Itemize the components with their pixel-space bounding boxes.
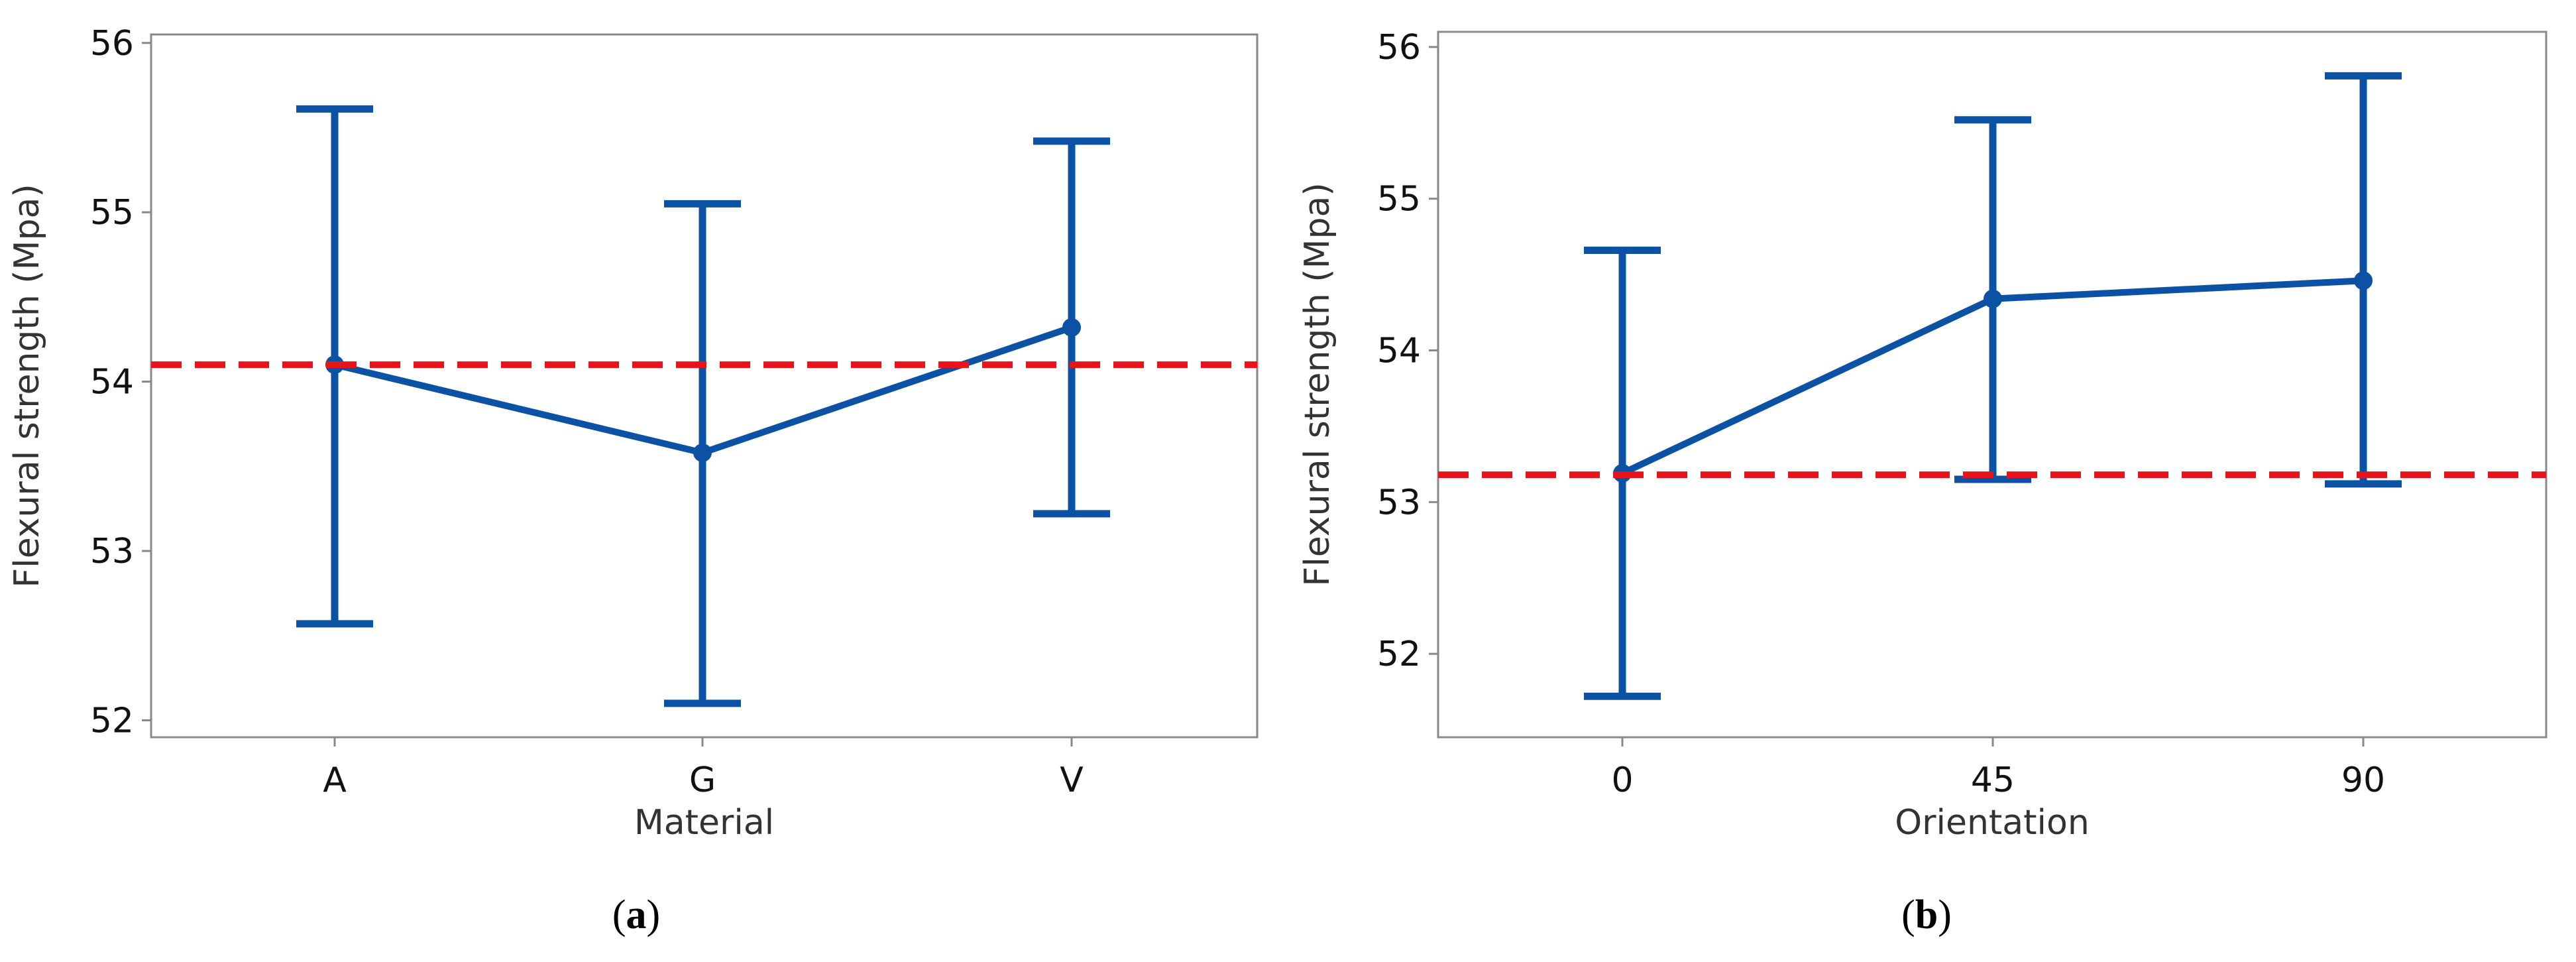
mean-point xyxy=(1062,318,1081,337)
y-tick-label: 52 xyxy=(1377,634,1421,674)
x-tick-label: G xyxy=(689,760,716,800)
y-tick-label: 56 xyxy=(90,24,134,64)
x-tick-label: A xyxy=(323,760,347,800)
x-tick-label: 90 xyxy=(2341,760,2385,800)
x-axis-title: Material xyxy=(634,803,774,843)
panel-label: (a) xyxy=(612,892,660,937)
panel-a: 52 53 54 55 56 A G V Material Flexural strength (… xyxy=(7,24,1259,937)
x-tick-label: 45 xyxy=(1971,760,2015,800)
y-tick-label: 56 xyxy=(1377,28,1421,68)
plot-frame xyxy=(150,33,1259,739)
x-tick-label: V xyxy=(1060,760,1084,800)
y-axis-title: Flexural strength (Mpa) xyxy=(1298,182,1337,586)
x-axis-title: Orientation xyxy=(1895,803,2090,843)
y-tick-label: 54 xyxy=(90,363,134,402)
y-tick-label: 52 xyxy=(90,701,134,741)
mean-point xyxy=(693,443,712,462)
y-tick-label: 55 xyxy=(90,193,134,233)
panel-b: 52 53 54 55 56 0 45 90 Orientation Flexural stren… xyxy=(1298,28,2548,937)
panel-letter: a xyxy=(626,892,647,937)
mean-point xyxy=(1984,289,2002,308)
y-tick-label: 54 xyxy=(1377,331,1421,371)
panel-label: (b) xyxy=(1901,892,1952,937)
panel-letter: b xyxy=(1915,892,1938,937)
y-tick-label: 53 xyxy=(1377,483,1421,522)
y-tick-label: 55 xyxy=(1377,180,1421,219)
y-tick-label: 53 xyxy=(90,532,134,571)
y-axis-title: Flexural strength (Mpa) xyxy=(7,184,47,587)
mean-point xyxy=(2354,271,2373,290)
x-tick-label: 0 xyxy=(1611,760,1633,800)
